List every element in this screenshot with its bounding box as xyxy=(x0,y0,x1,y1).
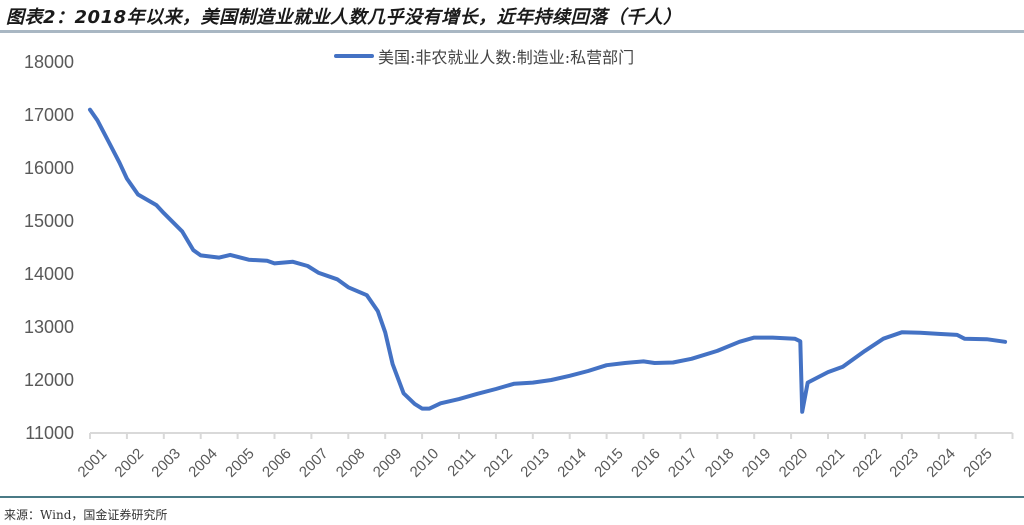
x-tick-label: 2024 xyxy=(923,445,959,481)
x-tick-label: 2010 xyxy=(407,445,443,481)
x-tick-label: 2020 xyxy=(776,445,812,481)
x-tick-label: 2002 xyxy=(111,445,147,481)
y-axis: 11000 12000 13000 14000 15000 16000 17000 18000 xyxy=(24,52,74,443)
footer-divider xyxy=(0,496,1024,498)
y-tick-label: 11000 xyxy=(25,423,74,443)
y-tick-label: 13000 xyxy=(24,317,74,337)
x-tick-label: 2025 xyxy=(960,445,996,481)
legend: 美国:非农就业人数:制造业:私营部门 xyxy=(334,44,634,68)
x-tick-label: 2007 xyxy=(296,445,332,481)
x-tick-label: 2001 xyxy=(75,445,111,481)
x-tick-label: 2003 xyxy=(148,445,184,481)
source-note: 来源：Wind，国金证券研究所 xyxy=(4,508,168,522)
x-tick-label: 2023 xyxy=(886,445,922,481)
title-divider xyxy=(0,30,1024,33)
y-tick-label: 14000 xyxy=(24,264,74,284)
x-tick-label: 2014 xyxy=(554,445,590,481)
x-tick-label: 2009 xyxy=(370,445,406,481)
y-tick-label: 15000 xyxy=(24,211,74,231)
x-tick-label: 2017 xyxy=(665,445,701,481)
legend-label: 美国:非农就业人数:制造业:私营部门 xyxy=(378,48,635,67)
x-tick-label: 2006 xyxy=(259,445,295,481)
series-line xyxy=(88,107,1008,414)
x-tick-label: 2018 xyxy=(702,445,738,481)
x-tick-label: 2019 xyxy=(739,445,775,481)
y-tick-label: 18000 xyxy=(24,52,74,72)
x-tick-label: 2011 xyxy=(444,445,479,480)
x-tick-label: 2016 xyxy=(628,445,664,481)
y-tick-label: 17000 xyxy=(24,105,74,125)
y-tick-label: 12000 xyxy=(24,370,74,390)
x-tick-label: 2012 xyxy=(480,445,516,481)
x-tick-label: 2021 xyxy=(813,445,849,481)
chart-title: 图表2：2018年以来，美国制造业就业人数几乎没有增长，近年持续回落（千人） xyxy=(6,7,682,28)
x-axis: 2001 2002 2003 2004 2005 2006 2007 2008 2009 2010… xyxy=(75,432,1014,481)
x-tick-label: 2013 xyxy=(517,445,553,481)
x-tick-label: 2004 xyxy=(185,445,221,481)
y-tick-label: 16000 xyxy=(24,158,74,178)
x-tick-label: 2022 xyxy=(849,445,885,481)
x-tick-label: 2015 xyxy=(591,445,627,481)
legend-line-swatch-icon xyxy=(334,54,374,58)
x-tick-label: 2008 xyxy=(333,445,369,481)
x-tick-label: 2005 xyxy=(222,445,258,481)
